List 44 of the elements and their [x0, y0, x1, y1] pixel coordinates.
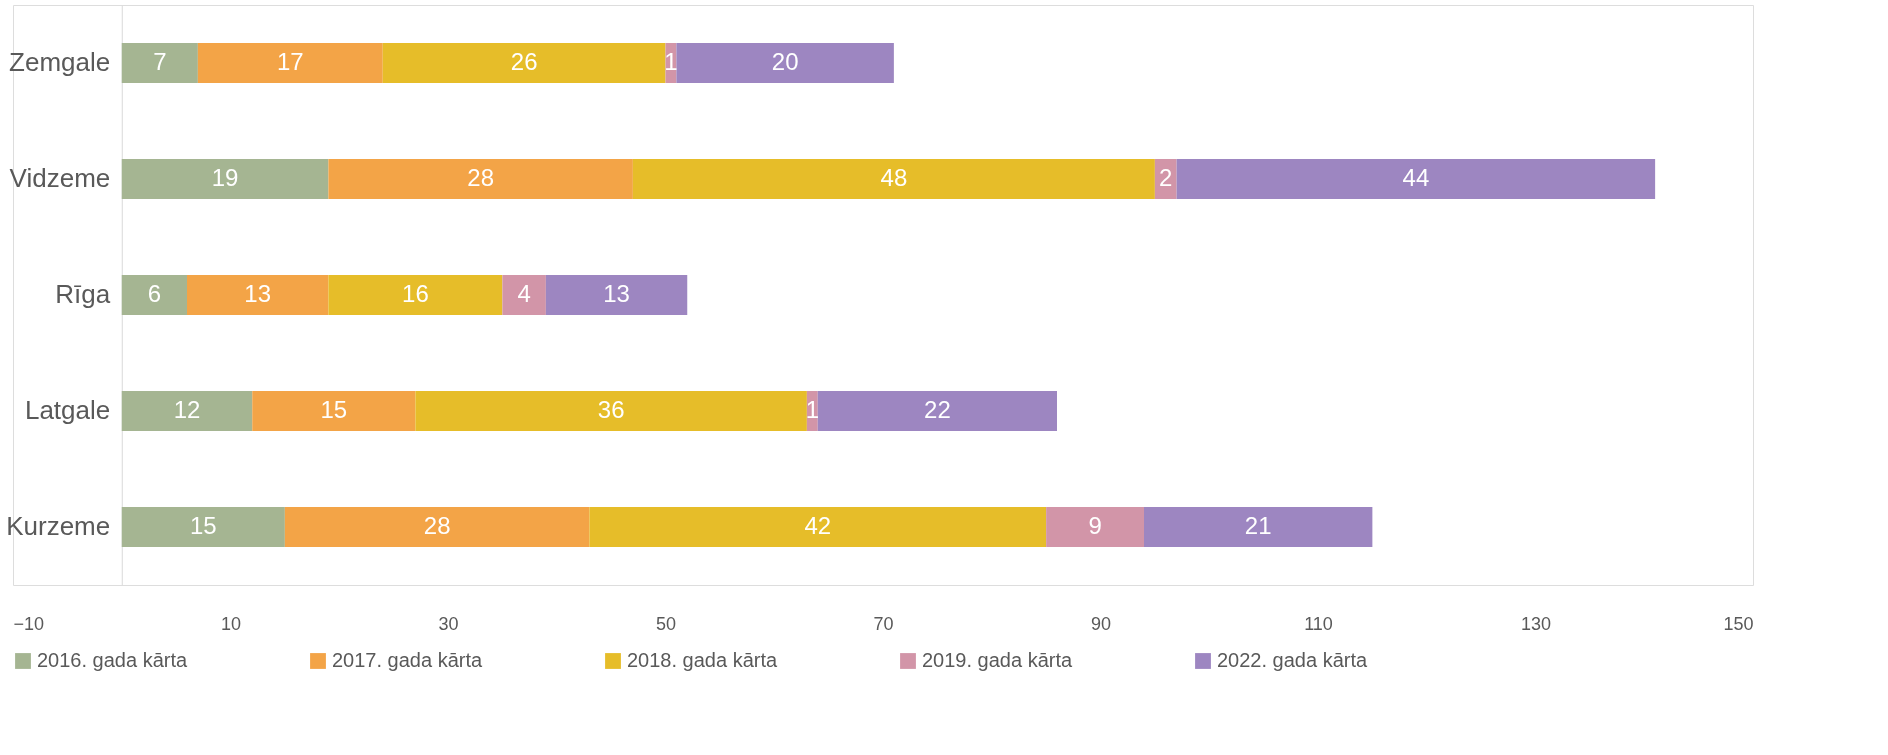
data-label: 21 — [1244, 512, 1272, 539]
y-tick-label: Zemgale — [9, 47, 111, 77]
data-label: 1 — [664, 48, 678, 75]
x-tick-label: 50 — [655, 613, 677, 634]
y-tick-label: Kurzeme — [6, 511, 111, 541]
x-tick-label: 30 — [438, 613, 459, 634]
data-label: 13 — [603, 280, 630, 307]
data-label: 7 — [153, 48, 167, 75]
data-label: 22 — [924, 396, 951, 423]
data-label: 36 — [597, 396, 625, 423]
x-tick-label: 130 — [1520, 613, 1552, 634]
data-label: 12 — [173, 396, 201, 423]
legend-label: 2018. gada kārta — [627, 649, 778, 671]
x-tick-label: −10 — [13, 613, 45, 634]
data-label: 44 — [1402, 164, 1430, 191]
data-label: 42 — [804, 512, 832, 539]
data-label: 20 — [771, 48, 799, 75]
data-label: 13 — [244, 280, 272, 307]
data-label: 6 — [147, 280, 162, 307]
legend-label: 2016. gada kārta — [37, 649, 188, 671]
data-label: 28 — [423, 512, 451, 539]
y-tick-label: Rīga — [55, 279, 111, 309]
legend-label: 2019. gada kārta — [922, 649, 1073, 671]
x-tick-label: 70 — [873, 613, 894, 634]
data-label: 28 — [467, 164, 494, 191]
x-tick-label: 150 — [1723, 613, 1754, 634]
data-label: 26 — [510, 48, 538, 75]
data-label: 16 — [402, 280, 429, 307]
data-label: 17 — [276, 48, 304, 75]
data-label: 2 — [1159, 164, 1173, 191]
legend-label: 2022. gada kārta — [1217, 649, 1368, 671]
data-label: 15 — [320, 396, 348, 423]
x-tick-label: 110 — [1304, 613, 1333, 634]
data-label: 4 — [517, 280, 531, 307]
data-label: 15 — [189, 512, 217, 539]
data-label: 1 — [805, 396, 819, 423]
data-label: 19 — [211, 164, 239, 191]
data-label: 9 — [1088, 512, 1102, 539]
data-label: 48 — [880, 164, 908, 191]
legend-label: 2017. gada kārta — [332, 649, 483, 671]
y-tick-label: Vidzeme — [9, 163, 111, 193]
x-tick-label: 90 — [1090, 613, 1112, 634]
x-tick-label: 10 — [220, 613, 242, 634]
y-tick-label: Latgale — [24, 395, 111, 425]
